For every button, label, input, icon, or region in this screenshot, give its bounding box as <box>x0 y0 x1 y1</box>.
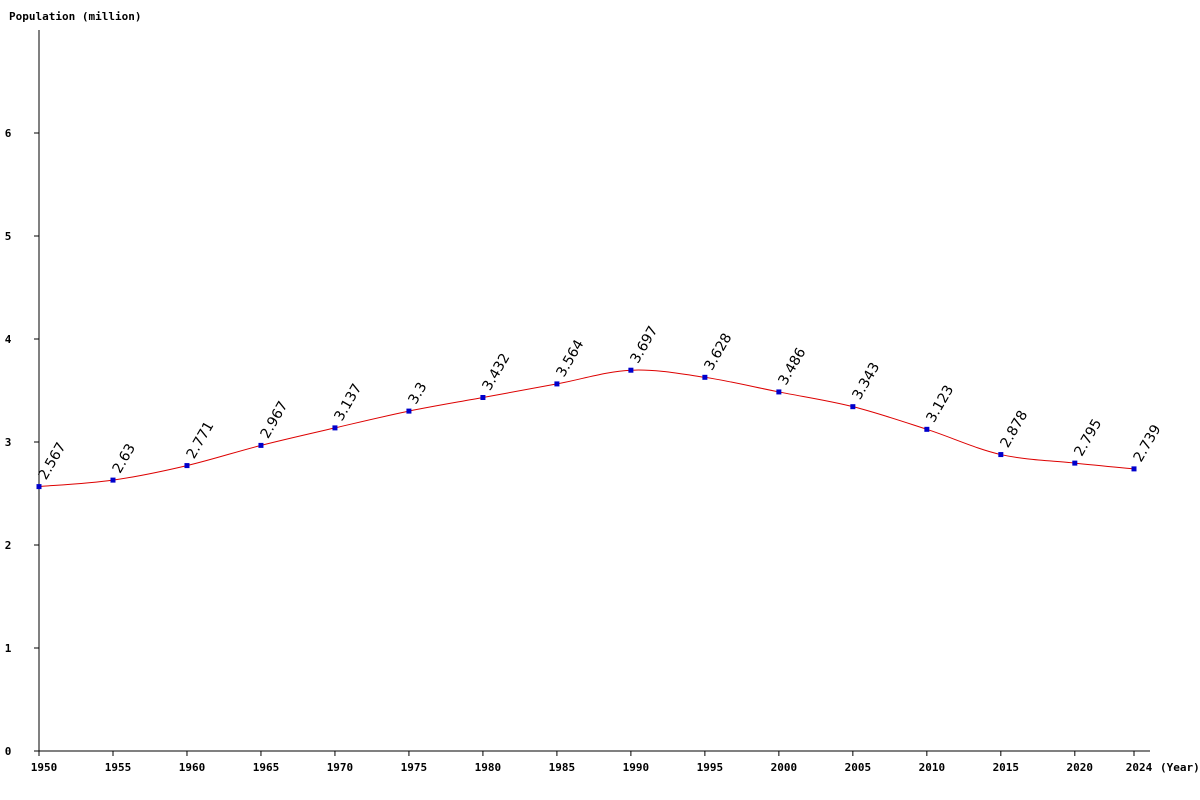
x-tick-label: 2015 <box>993 761 1020 774</box>
data-label: 3.137 <box>332 381 366 424</box>
data-label: 2.567 <box>36 440 70 483</box>
x-ticks: 1950 1955 1960 1965 1970 1975 1980 1985 1990 1995… <box>31 751 1153 774</box>
data-point <box>998 452 1004 458</box>
x-tick-label: 2000 <box>771 761 798 774</box>
x-tick-label: 2010 <box>919 761 946 774</box>
data-label: 2.771 <box>184 419 218 462</box>
data-label: 3.697 <box>627 323 661 366</box>
y-tick-label: 0 <box>5 745 12 758</box>
data-point <box>406 408 412 414</box>
data-point <box>850 404 856 410</box>
data-point <box>628 367 634 373</box>
data-label: 3.343 <box>849 360 883 403</box>
population-line <box>38 369 1135 488</box>
x-tick-label: 1960 <box>179 761 206 774</box>
data-point <box>184 463 190 469</box>
x-axis-title: (Year) <box>1160 761 1200 774</box>
data-point <box>110 477 116 483</box>
x-tick-label: 2005 <box>845 761 872 774</box>
y-tick-label: 1 <box>5 642 12 655</box>
data-point <box>36 484 42 490</box>
data-point <box>1072 460 1078 466</box>
y-tick-label: 5 <box>5 230 12 243</box>
data-point <box>776 389 782 395</box>
data-point <box>480 395 486 401</box>
x-tick-label: 1995 <box>697 761 724 774</box>
x-tick-label: 2024 <box>1126 761 1153 774</box>
y-tick-label: 6 <box>5 127 12 140</box>
data-label: 3.3 <box>406 380 431 407</box>
x-tick-label: 1975 <box>401 761 428 774</box>
data-label: 2.63 <box>110 441 139 476</box>
y-axis-title: Population (million) <box>9 10 141 23</box>
data-label: 2.967 <box>258 399 292 442</box>
x-tick-label: 1950 <box>31 761 58 774</box>
y-tick-label: 2 <box>5 539 12 552</box>
data-label: 2.739 <box>1131 422 1165 465</box>
data-point <box>924 426 930 432</box>
data-point <box>1131 466 1137 472</box>
x-tick-label: 1980 <box>475 761 502 774</box>
y-tick-label: 4 <box>5 333 12 346</box>
data-label: 3.628 <box>701 331 735 374</box>
y-tick-label: 3 <box>5 436 12 449</box>
data-point <box>702 374 708 380</box>
x-tick-label: 1955 <box>105 761 132 774</box>
data-label: 3.486 <box>775 345 809 388</box>
y-ticks: 0 1 2 3 4 5 6 <box>5 127 39 758</box>
data-label: 2.878 <box>997 408 1031 451</box>
x-tick-label: 1985 <box>549 761 576 774</box>
data-label: 2.795 <box>1071 416 1105 459</box>
x-tick-label: 1970 <box>327 761 354 774</box>
x-tick-label: 1965 <box>253 761 280 774</box>
data-label: 3.432 <box>480 351 514 394</box>
x-tick-label: 1990 <box>623 761 650 774</box>
data-label: 3.564 <box>554 337 588 380</box>
data-labels: 2.567 2.63 2.771 2.967 3.137 3.3 3.432 3.564 3.6… <box>36 323 1165 482</box>
data-point <box>332 425 338 431</box>
data-point <box>258 442 264 448</box>
x-tick-label: 2020 <box>1067 761 1094 774</box>
data-label: 3.123 <box>923 383 957 426</box>
data-point <box>554 381 560 387</box>
data-markers <box>36 367 1137 490</box>
